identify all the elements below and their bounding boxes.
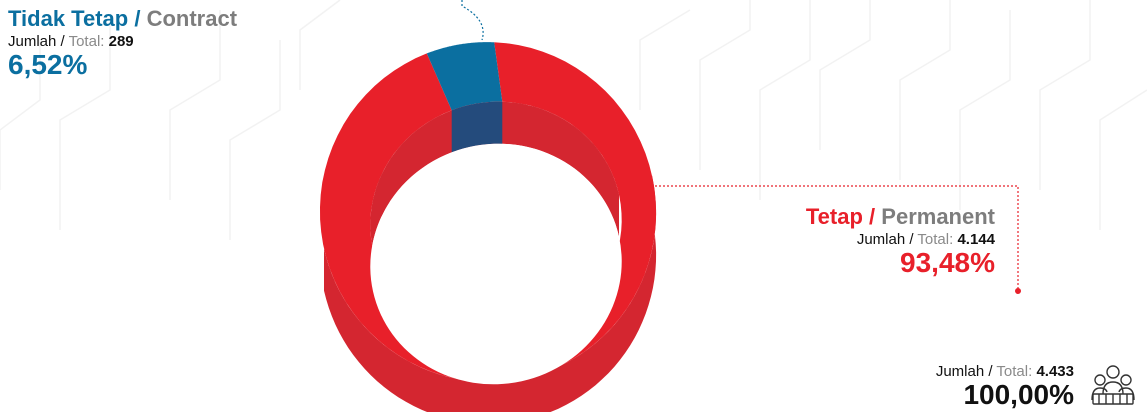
permanent-count-label-id: Jumlah xyxy=(856,231,906,248)
contract-count-value: 289 xyxy=(108,33,134,50)
permanent-label-block: Tetap / Permanent Jumlah / Total: 4.144 … xyxy=(806,206,995,277)
total-count-label-en: Total: xyxy=(996,363,1033,380)
leader-line-permanent xyxy=(655,185,1019,290)
contract-label-block: Tidak Tetap / Contract Jumlah / Total: 2… xyxy=(8,8,237,79)
slice-contract xyxy=(426,42,503,111)
leader-dot-permanent xyxy=(1015,288,1021,294)
slice-permanent xyxy=(320,42,657,382)
contract-title-separator: / xyxy=(134,6,141,31)
inner-wall-permanent xyxy=(370,101,619,292)
people-group-icon xyxy=(1091,365,1135,405)
leader-line-contract xyxy=(461,0,484,41)
permanent-title-en: Permanent xyxy=(881,204,995,229)
permanent-percent: 93,48% xyxy=(900,247,995,278)
permanent-title: Tetap / Permanent xyxy=(806,206,995,228)
permanent-title-id: Tetap xyxy=(805,204,863,229)
contract-count-label-id: Jumlah xyxy=(8,33,57,50)
contract-title-en: Contract xyxy=(146,6,238,31)
total-percent: 100,00% xyxy=(963,379,1074,410)
total-count-label-id: Jumlah xyxy=(935,363,985,380)
contract-count-line: Jumlah / Total: 289 xyxy=(8,33,134,50)
total-count-value: 4.433 xyxy=(1036,363,1074,380)
donut-hole xyxy=(370,143,622,385)
permanent-count-value: 4.144 xyxy=(957,231,995,248)
contract-percent: 6,52% xyxy=(8,49,88,80)
contract-title: Tidak Tetap / Contract xyxy=(8,8,237,30)
permanent-count-line: Jumlah / Total: 4.144 xyxy=(856,231,995,248)
permanent-title-separator: / xyxy=(869,204,876,229)
contract-title-id: Tidak Tetap xyxy=(8,6,129,31)
inner-wall-contract xyxy=(451,101,503,153)
total-count-line: Jumlah / Total: 4.433 xyxy=(935,363,1074,380)
total-label-block: Jumlah / Total: 4.433 100,00% xyxy=(936,360,1074,409)
contract-count-label-en: Total: xyxy=(68,33,105,50)
permanent-count-label-en: Total: xyxy=(917,231,954,248)
